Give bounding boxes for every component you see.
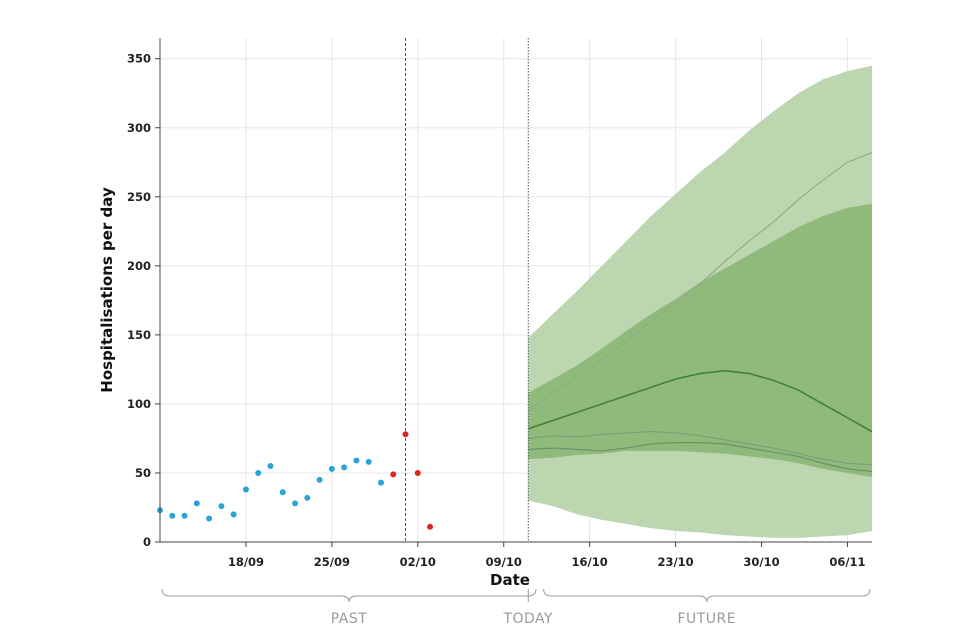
period-annotations: PAST TODAY FUTURE [161,588,871,627]
y-axis-title: Hospitalisations per day [98,187,116,393]
data-point [341,464,348,471]
y-tick-label: 200 [127,259,151,273]
data-point [279,489,286,496]
y-tick-label: 300 [127,121,151,135]
data-point [365,458,372,465]
data-point [206,515,213,522]
forecast-bands [528,65,872,538]
data-point [267,463,274,470]
y-tick-label: 0 [143,535,151,549]
data-point [292,500,299,507]
forecast-line-7 [528,370,873,433]
y-tick-label: 100 [127,397,151,411]
data-point [316,476,323,483]
forecast-line-5 [528,430,873,466]
forecast-band-3 [528,203,872,478]
data-point [427,523,434,530]
data-point [414,469,421,476]
y-tick-label: 150 [127,328,151,342]
x-tick-label: 16/10 [572,555,608,569]
x-tick-label: 18/09 [228,555,264,569]
data-point [181,512,188,519]
data-point [193,500,200,507]
period-label-today: TODAY [502,611,553,627]
data-point [218,503,225,510]
y-tick-label: 250 [127,190,151,204]
y-tick-label: 350 [127,52,151,66]
data-point [255,469,262,476]
data-point [169,512,176,519]
data-point [230,511,237,518]
axes: 0 50 100 150 200 250 300 350 18/09 25/09 02/10 09/1… [127,38,872,569]
x-tick-label: 30/10 [743,555,779,569]
x-tick-label: 09/10 [486,555,522,569]
x-tick-label: 06/11 [829,555,865,569]
period-label-past: PAST [331,611,368,627]
x-tick-label: 25/09 [314,555,350,569]
bracket-future [543,588,871,603]
bracket-past [161,588,537,603]
x-tick-label: 02/10 [400,555,436,569]
forecast-line-6 [528,442,873,473]
data-point [353,457,360,464]
observed-points [157,431,434,530]
y-tick-label: 50 [135,466,151,480]
data-point [328,465,335,472]
period-label-future: FUTURE [677,611,736,627]
x-axis-title: Date [490,571,530,589]
x-tick-label: 23/10 [657,555,693,569]
data-point [402,431,409,438]
forecast-line-4 [527,152,873,412]
forecast-lines [527,152,873,473]
data-point [304,494,311,501]
data-point [390,471,397,478]
data-point [377,479,384,486]
data-point [242,486,249,493]
vertical-markers [405,38,529,542]
